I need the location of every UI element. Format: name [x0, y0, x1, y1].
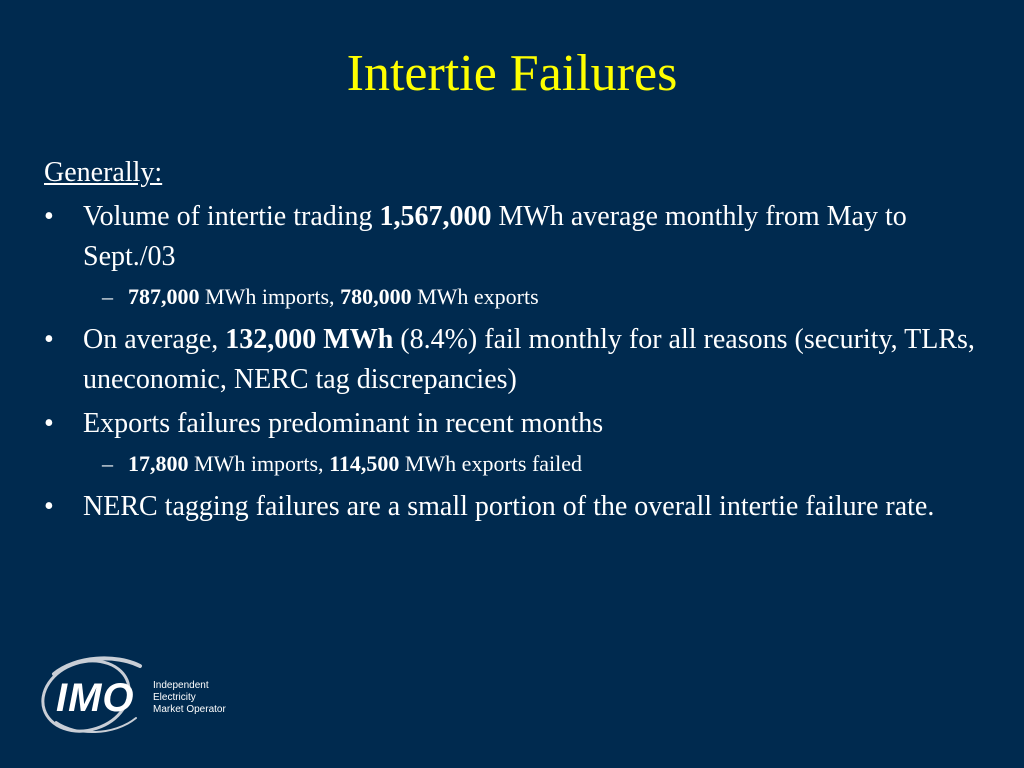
logo-organization-name: Independent Electricity Market Operator — [153, 680, 226, 716]
logo-name-line: Independent — [153, 680, 209, 691]
subbullet-imports-exports: – 787,000 MWh imports, 780,000 MWh expor… — [44, 281, 984, 313]
bullet-value: 132,000 MWh — [225, 324, 394, 355]
imo-logo: IMO Independent Electricity Market Opera… — [36, 652, 266, 738]
bullet-value: 1,567,000 — [379, 201, 492, 232]
section-heading: Generally: — [44, 157, 163, 188]
logo-wordmark: IMO — [56, 676, 135, 720]
bullet-text: NERC tagging failures are a small portio… — [83, 491, 935, 522]
bullet-nerc-tagging: • NERC tagging failures are a small port… — [44, 487, 984, 527]
subbullet-value: 17,800 — [128, 451, 189, 476]
bullet-marker: • — [44, 408, 54, 439]
logo-name-line: Market Operator — [153, 704, 226, 715]
subbullet-marker: – — [102, 451, 113, 476]
subbullet-value: 780,000 — [340, 284, 412, 309]
subbullet-text: MWh exports — [411, 284, 539, 309]
bullet-text: Exports failures predominant in recent m… — [83, 408, 604, 439]
logo-swoosh-icon — [41, 656, 142, 733]
subbullet-text: MWh imports, — [199, 284, 341, 309]
subbullet-marker: – — [102, 284, 113, 309]
bullet-exports-failures: • Exports failures predominant in recent… — [44, 404, 984, 444]
subbullet-failed-volumes: – 17,800 MWh imports, 114,500 MWh export… — [44, 448, 984, 480]
bullet-marker: • — [44, 491, 54, 522]
bullet-marker: • — [44, 324, 54, 355]
slide-content: Generally: • Volume of intertie trading … — [44, 154, 984, 531]
bullet-text: (8.4%) fail monthly for all reasons (sec… — [83, 324, 975, 395]
bullet-text: On average, — [83, 324, 226, 355]
slide-title: Intertie Failures — [346, 45, 678, 102]
subbullet-value: 114,500 — [329, 451, 400, 476]
bullet-text: Volume of intertie trading — [83, 201, 380, 232]
bullet-failure-average: • On average, 132,000 MWh (8.4%) fail mo… — [44, 320, 984, 400]
subbullet-text: MWh imports, — [188, 451, 330, 476]
bullet-text: MWh average monthly from May to Sept./03 — [83, 201, 907, 272]
subbullet-text: MWh exports failed — [399, 451, 583, 476]
bullet-trading-volume: • Volume of intertie trading 1,567,000 M… — [44, 197, 984, 277]
bullet-marker: • — [44, 201, 54, 232]
logo-name-line: Electricity — [153, 692, 196, 703]
subbullet-value: 787,000 — [128, 284, 200, 309]
